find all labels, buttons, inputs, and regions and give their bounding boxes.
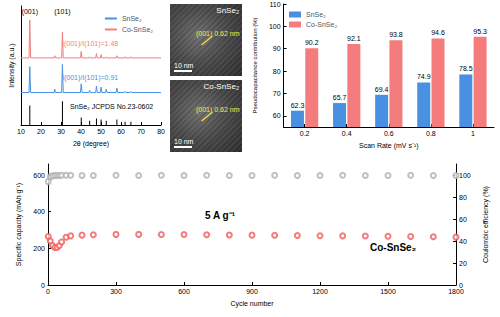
svg-text:1: 1 xyxy=(471,130,475,137)
svg-text:80: 80 xyxy=(459,194,467,201)
svg-text:200: 200 xyxy=(33,245,45,252)
svg-text:0: 0 xyxy=(459,281,463,289)
svg-text:70: 70 xyxy=(137,128,145,135)
svg-text:30: 30 xyxy=(57,128,65,135)
html-text:SnSe₂: SnSe₂ xyxy=(216,6,239,15)
svg-text:(001): (001) xyxy=(22,8,38,16)
svg-text:110: 110 xyxy=(269,1,280,8)
svg-text:400: 400 xyxy=(33,208,45,215)
svg-text:50: 50 xyxy=(97,128,105,135)
svg-text:69.4: 69.4 xyxy=(375,86,389,93)
svg-text:40: 40 xyxy=(459,238,467,245)
svg-text:92.1: 92.1 xyxy=(347,35,361,42)
svg-text:94.6: 94.6 xyxy=(431,29,445,36)
svg-text:Co-SnSe₂: Co-SnSe₂ xyxy=(306,21,337,28)
svg-text:Co-SnSe₂: Co-SnSe₂ xyxy=(122,26,153,33)
svg-text:90: 90 xyxy=(273,45,281,52)
svg-text:90.2: 90.2 xyxy=(305,39,319,46)
svg-text:0.4: 0.4 xyxy=(342,130,352,137)
svg-text:SnSe₂: SnSe₂ xyxy=(122,15,142,22)
svg-text:80: 80 xyxy=(273,68,281,75)
svg-text:5 A g⁻¹: 5 A g⁻¹ xyxy=(205,210,236,221)
svg-text:600: 600 xyxy=(33,172,45,179)
svg-text:0: 0 xyxy=(41,282,45,289)
svg-text:20: 20 xyxy=(459,260,467,267)
svg-text:0.8: 0.8 xyxy=(426,130,436,137)
svg-text:100: 100 xyxy=(459,172,471,179)
svg-text:95.3: 95.3 xyxy=(473,28,487,35)
svg-text:600: 600 xyxy=(178,288,190,295)
svg-text:(101): (101) xyxy=(54,8,70,16)
svg-text:62.3: 62.3 xyxy=(291,102,305,109)
svg-text:Co-SnSe₂: Co-SnSe₂ xyxy=(370,242,416,253)
svg-text:60: 60 xyxy=(273,112,281,119)
svg-text:100: 100 xyxy=(269,23,281,30)
svg-text:80: 80 xyxy=(157,128,165,135)
svg-text:I(001)/I(101)=0.91: I(001)/I(101)=0.91 xyxy=(62,74,118,82)
svg-text:Coulombic efficiency (%): Coulombic efficiency (%) xyxy=(482,186,490,263)
html-text:10 nm: 10 nm xyxy=(174,62,194,69)
svg-text:I(001)/I(101)=1.48: I(001)/I(101)=1.48 xyxy=(62,40,118,48)
svg-text:1500: 1500 xyxy=(380,288,396,295)
svg-text:1800: 1800 xyxy=(448,288,464,295)
svg-text:20: 20 xyxy=(37,128,45,135)
svg-text:70: 70 xyxy=(273,90,281,97)
html-text:10 nm: 10 nm xyxy=(174,138,194,145)
svg-text:40: 40 xyxy=(77,128,85,135)
svg-text:Cycle number: Cycle number xyxy=(230,300,274,308)
svg-text:SnSe₂ JCPDS No.23-0602: SnSe₂ JCPDS No.23-0602 xyxy=(70,103,153,110)
svg-text:Pseudocapacitance contribution: Pseudocapacitance contribution (%) xyxy=(252,17,258,113)
svg-text:Intensity (a.u.): Intensity (a.u.) xyxy=(8,43,16,87)
svg-text:Specific capacity (mAh g⁻¹): Specific capacity (mAh g⁻¹) xyxy=(15,183,23,266)
svg-text:10: 10 xyxy=(17,128,25,135)
svg-text:0.6: 0.6 xyxy=(384,130,394,137)
svg-text:60: 60 xyxy=(117,128,125,135)
svg-text:SnSe₂: SnSe₂ xyxy=(306,11,326,18)
svg-text:78.5: 78.5 xyxy=(459,65,473,72)
html-text:(001) 0.62 nm: (001) 0.62 nm xyxy=(196,106,240,113)
svg-text:93.8: 93.8 xyxy=(389,31,403,38)
svg-text:900: 900 xyxy=(246,288,258,295)
svg-text:74.9: 74.9 xyxy=(417,73,431,80)
svg-text:0: 0 xyxy=(46,288,50,295)
svg-text:2θ (degree): 2θ (degree) xyxy=(73,140,109,148)
html-text:(001) 0.62 nm: (001) 0.62 nm xyxy=(196,30,240,37)
html-text:Co-SnSe₂: Co-SnSe₂ xyxy=(203,82,239,91)
svg-text:1200: 1200 xyxy=(312,288,328,295)
svg-text:65.7: 65.7 xyxy=(333,94,347,101)
svg-text:300: 300 xyxy=(110,288,122,295)
svg-text:0.2: 0.2 xyxy=(300,130,310,137)
svg-text:60: 60 xyxy=(459,216,467,223)
svg-text:Scan Rate (mV s⁻¹): Scan Rate (mV s⁻¹) xyxy=(359,142,419,150)
